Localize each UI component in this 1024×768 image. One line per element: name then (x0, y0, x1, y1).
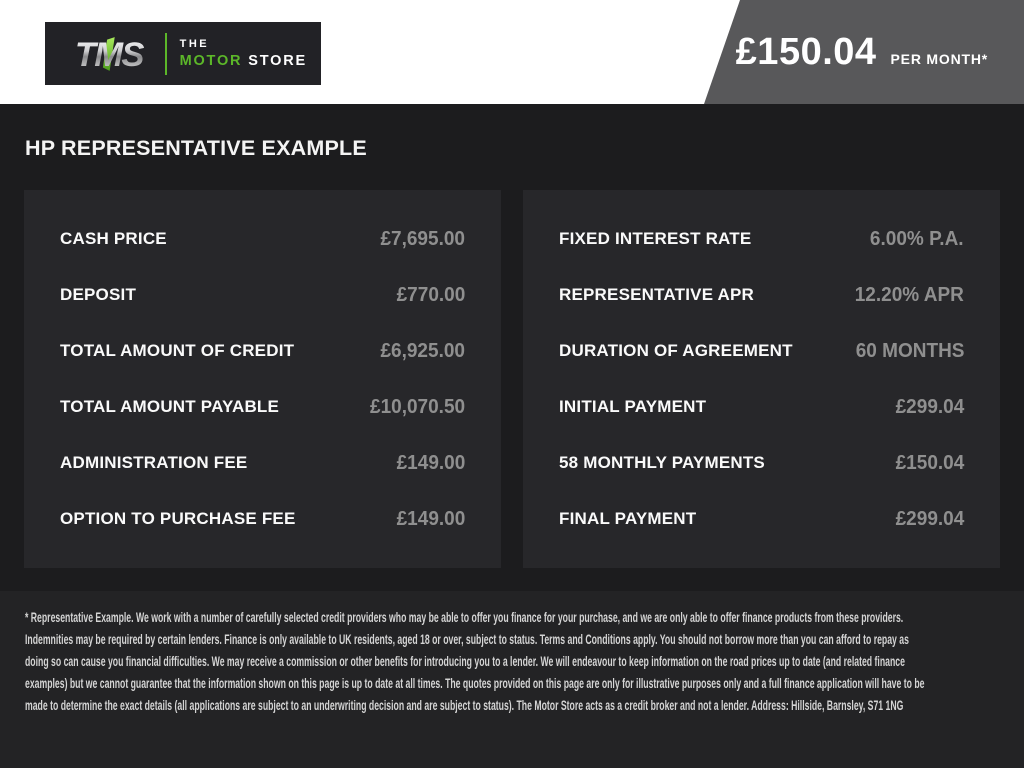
row-label: FIXED INTEREST RATE (559, 229, 752, 248)
page-title: HP REPRESENTATIVE EXAMPLE (25, 136, 367, 160)
row-label: CASH PRICE (60, 229, 167, 248)
monthly-price-period: PER MONTH* (890, 50, 988, 67)
finance-row: INITIAL PAYMENT £299.04 (559, 379, 964, 435)
finance-row: DEPOSIT £770.00 (60, 267, 465, 323)
finance-panel-right: FIXED INTEREST RATE 6.00% P.A. REPRESENT… (523, 190, 1000, 568)
row-value: £149.00 (396, 507, 465, 530)
brand-word-the: THE (179, 38, 210, 50)
brand-word-store: STORE (248, 53, 307, 69)
row-value: 60 MONTHS (855, 339, 964, 362)
green-shard-icon (102, 36, 115, 71)
finance-row: TOTAL AMOUNT OF CREDIT £6,925.00 (60, 323, 465, 379)
logo-divider (164, 32, 167, 75)
finance-panels: CASH PRICE £7,695.00 DEPOSIT £770.00 TOT… (24, 190, 1000, 568)
row-value: £149.00 (396, 451, 465, 474)
row-label: 58 MONTHLY PAYMENTS (559, 453, 765, 472)
tms-monogram-icon: TMS (75, 35, 146, 73)
finance-row: FINAL PAYMENT £299.04 (559, 491, 964, 547)
row-value: £299.04 (895, 395, 964, 418)
finance-panel-left: CASH PRICE £7,695.00 DEPOSIT £770.00 TOT… (24, 190, 501, 568)
monthly-price-group: £150.04 PER MONTH* (736, 31, 988, 74)
row-value: £7,695.00 (380, 227, 465, 250)
row-label: ADMINISTRATION FEE (60, 453, 248, 472)
finance-row: REPRESENTATIVE APR 12.20% APR (559, 267, 964, 323)
row-label: INITIAL PAYMENT (559, 397, 707, 416)
row-value: £299.04 (895, 507, 964, 530)
row-label: OPTION TO PURCHASE FEE (60, 509, 296, 528)
brand-wordmark: THE MOTOR STORE (180, 38, 307, 69)
monthly-price-banner: £150.04 PER MONTH* (704, 0, 1024, 104)
disclaimer-text: * Representative Example. We work with a… (25, 609, 925, 713)
row-value: £6,925.00 (380, 339, 465, 362)
finance-row: TOTAL AMOUNT PAYABLE £10,070.50 (60, 379, 465, 435)
finance-row: CASH PRICE £7,695.00 (60, 211, 465, 267)
disclaimer-footer: * Representative Example. We work with a… (0, 591, 1024, 768)
row-label: REPRESENTATIVE APR (559, 285, 755, 304)
finance-row: OPTION TO PURCHASE FEE £149.00 (60, 491, 465, 547)
row-value: £770.00 (396, 283, 465, 306)
row-value: £150.04 (895, 451, 964, 474)
finance-row: FIXED INTEREST RATE 6.00% P.A. (559, 211, 964, 267)
row-value: 12.20% APR (854, 283, 964, 306)
finance-row: DURATION OF AGREEMENT 60 MONTHS (559, 323, 964, 379)
row-label: DEPOSIT (60, 285, 137, 304)
tms-monogram-text: TMS (75, 35, 145, 73)
row-value: £10,070.50 (369, 395, 465, 418)
row-label: TOTAL AMOUNT OF CREDIT (60, 341, 295, 360)
brand-word-motor: MOTOR (179, 53, 243, 69)
row-label: FINAL PAYMENT (559, 509, 697, 528)
row-label: TOTAL AMOUNT PAYABLE (60, 397, 280, 416)
row-value: 6.00% P.A. (870, 227, 964, 250)
monthly-price-amount: £150.04 (735, 30, 877, 73)
row-label: DURATION OF AGREEMENT (559, 341, 793, 360)
brand-word-motor-store: MOTOR STORE (180, 53, 307, 69)
finance-row: 58 MONTHLY PAYMENTS £150.04 (559, 435, 964, 491)
page-header: TMS THE MOTOR STORE £150.04 PER MONTH* (0, 0, 1024, 104)
brand-logo: TMS THE MOTOR STORE (45, 22, 321, 85)
finance-example-section: HP REPRESENTATIVE EXAMPLE CASH PRICE £7,… (0, 104, 1024, 591)
finance-row: ADMINISTRATION FEE £149.00 (60, 435, 465, 491)
